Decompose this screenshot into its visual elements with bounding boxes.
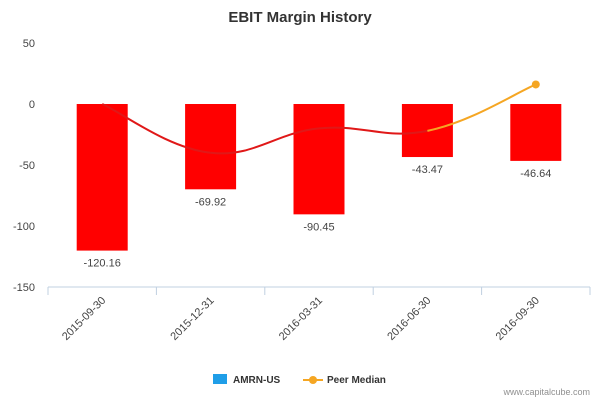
y-tick-label: -150: [13, 282, 35, 294]
y-tick-label: -50: [19, 160, 35, 172]
y-tick-label: -100: [13, 221, 35, 233]
bar-data-label: -120.16: [84, 258, 121, 270]
y-tick-label: 0: [29, 99, 35, 111]
x-tick-label: 2016-06-30: [385, 295, 433, 343]
bar-data-label: -43.47: [412, 164, 443, 176]
peer-median-line-segment: [318, 126, 428, 135]
legend: AMRN-US Peer Median: [213, 374, 386, 386]
bar-data-label: -46.64: [520, 168, 551, 180]
x-tick-label: 2016-09-30: [494, 295, 542, 343]
x-tick-label: 2016-03-31: [277, 295, 325, 343]
legend-label-peer-median[interactable]: Peer Median: [327, 375, 386, 386]
bar: [185, 104, 237, 190]
bar-data-labels: -120.16 -69.92 -90.45 -43.47 -46.64: [84, 164, 552, 270]
peer-median-series: [101, 80, 540, 155]
chart-title: EBIT Margin History: [228, 9, 372, 26]
y-tick-label: 50: [23, 38, 35, 50]
peer-median-line-segment: [210, 127, 320, 155]
x-axis: 2015-09-30 2015-12-31 2016-03-31 2016-06-30…: [47, 286, 591, 343]
peer-median-marker: [531, 80, 540, 89]
bar: [76, 104, 128, 251]
peer-median-line-segment: [101, 103, 211, 154]
credit-text[interactable]: www.capitalcube.com: [502, 387, 590, 397]
x-tick-label: 2015-09-30: [60, 295, 108, 343]
legend-marker-peer-median: [309, 376, 317, 384]
bar-data-label: -69.92: [195, 196, 226, 208]
legend-label-amrn[interactable]: AMRN-US: [233, 375, 281, 386]
bar: [293, 104, 345, 215]
y-axis-ticks: 50 0 -50 -100 -150: [13, 38, 35, 294]
peer-median-line-segment: [427, 83, 537, 132]
bar-data-label: -90.45: [303, 221, 334, 233]
bar: [510, 104, 562, 161]
legend-swatch-amrn: [213, 374, 227, 384]
x-tick-label: 2015-12-31: [168, 295, 216, 343]
